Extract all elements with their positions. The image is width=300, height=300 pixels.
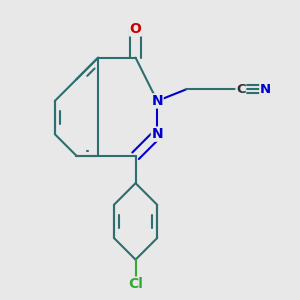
Text: N: N xyxy=(152,127,163,141)
Text: N: N xyxy=(260,83,271,96)
Text: O: O xyxy=(130,22,142,36)
Text: Cl: Cl xyxy=(128,277,143,291)
Text: N: N xyxy=(152,94,163,108)
Text: C: C xyxy=(236,83,246,96)
